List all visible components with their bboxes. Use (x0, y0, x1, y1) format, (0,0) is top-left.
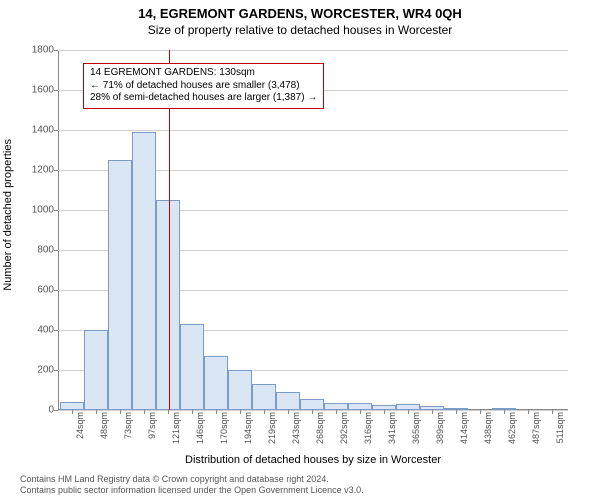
plot-area: 02004006008001000120014001600180024sqm48… (58, 50, 568, 410)
chart-title: 14, EGREMONT GARDENS, WORCESTER, WR4 0QH (0, 0, 600, 21)
xtick-mark (432, 410, 433, 414)
gridline (58, 130, 568, 131)
xtick-mark (552, 410, 553, 414)
xtick-label: 316sqm (363, 412, 373, 444)
xtick-mark (504, 410, 505, 414)
ytick-label: 200 (14, 365, 54, 376)
histogram-bar (324, 403, 348, 410)
xtick-mark (456, 410, 457, 414)
ytick-label: 1200 (14, 165, 54, 176)
xtick-mark (144, 410, 145, 414)
ytick-mark (54, 170, 58, 171)
histogram-bar (156, 200, 180, 410)
xtick-label: 170sqm (219, 412, 229, 444)
xtick-mark (312, 410, 313, 414)
histogram-bar (60, 402, 84, 410)
chart-plot: 02004006008001000120014001600180024sqm48… (58, 50, 568, 410)
ytick-mark (54, 130, 58, 131)
ytick-label: 400 (14, 325, 54, 336)
annotation-line: 28% of semi-detached houses are larger (… (90, 92, 317, 105)
histogram-bar (108, 160, 132, 410)
chart-subtitle: Size of property relative to detached ho… (0, 21, 600, 37)
ytick-mark (54, 250, 58, 251)
ytick-mark (54, 370, 58, 371)
xtick-label: 487sqm (531, 412, 541, 444)
ytick-label: 1800 (14, 45, 54, 56)
xtick-label: 73sqm (123, 412, 133, 439)
xtick-label: 48sqm (99, 412, 109, 439)
histogram-bar (84, 330, 108, 410)
xtick-label: 292sqm (339, 412, 349, 444)
xtick-mark (408, 410, 409, 414)
xtick-mark (120, 410, 121, 414)
xtick-label: 219sqm (267, 412, 277, 444)
histogram-bar (348, 403, 372, 410)
xtick-mark (72, 410, 73, 414)
xtick-label: 194sqm (243, 412, 253, 444)
gridline (58, 50, 568, 51)
ytick-label: 1400 (14, 125, 54, 136)
xtick-label: 268sqm (315, 412, 325, 444)
xtick-mark (384, 410, 385, 414)
xtick-mark (168, 410, 169, 414)
histogram-bar (300, 399, 324, 410)
footer-line-2: Contains public sector information licen… (20, 485, 364, 496)
annotation-line: ← 71% of detached houses are smaller (3,… (90, 80, 317, 93)
xtick-mark (480, 410, 481, 414)
histogram-bar (276, 392, 300, 410)
xtick-label: 511sqm (555, 412, 565, 443)
xtick-label: 438sqm (483, 412, 493, 444)
histogram-bar (180, 324, 204, 410)
ytick-mark (54, 410, 58, 411)
ytick-label: 1600 (14, 85, 54, 96)
histogram-bar (204, 356, 228, 410)
xtick-label: 414sqm (459, 412, 469, 444)
xtick-mark (336, 410, 337, 414)
xtick-label: 389sqm (435, 412, 445, 444)
xtick-label: 97sqm (147, 412, 157, 439)
xtick-mark (264, 410, 265, 414)
ytick-label: 0 (14, 405, 54, 416)
y-axis-label: Number of detached properties (2, 139, 14, 291)
ytick-label: 800 (14, 245, 54, 256)
xtick-label: 243sqm (291, 412, 301, 444)
xtick-mark (360, 410, 361, 414)
xtick-label: 24sqm (75, 412, 85, 439)
histogram-bar (228, 370, 252, 410)
x-axis-label: Distribution of detached houses by size … (58, 454, 568, 466)
annotation-box: 14 EGREMONT GARDENS: 130sqm← 71% of deta… (83, 63, 324, 109)
ytick-mark (54, 210, 58, 211)
footer-credits: Contains HM Land Registry data © Crown c… (20, 474, 364, 496)
xtick-mark (96, 410, 97, 414)
xtick-label: 146sqm (195, 412, 205, 444)
ytick-mark (54, 330, 58, 331)
xtick-label: 341sqm (387, 412, 397, 444)
xtick-mark (240, 410, 241, 414)
xtick-mark (192, 410, 193, 414)
xtick-label: 462sqm (507, 412, 517, 444)
footer-line-1: Contains HM Land Registry data © Crown c… (20, 474, 364, 485)
gridline (58, 410, 568, 411)
chart-container: 14, EGREMONT GARDENS, WORCESTER, WR4 0QH… (0, 0, 600, 500)
ytick-mark (54, 50, 58, 51)
xtick-mark (288, 410, 289, 414)
xtick-mark (216, 410, 217, 414)
y-axis-line (58, 50, 59, 410)
ytick-label: 1000 (14, 205, 54, 216)
xtick-mark (528, 410, 529, 414)
xtick-label: 365sqm (411, 412, 421, 444)
ytick-mark (54, 290, 58, 291)
ytick-mark (54, 90, 58, 91)
annotation-line: 14 EGREMONT GARDENS: 130sqm (90, 67, 317, 80)
ytick-label: 600 (14, 285, 54, 296)
xtick-label: 121sqm (171, 412, 181, 444)
histogram-bar (252, 384, 276, 410)
histogram-bar (132, 132, 156, 410)
